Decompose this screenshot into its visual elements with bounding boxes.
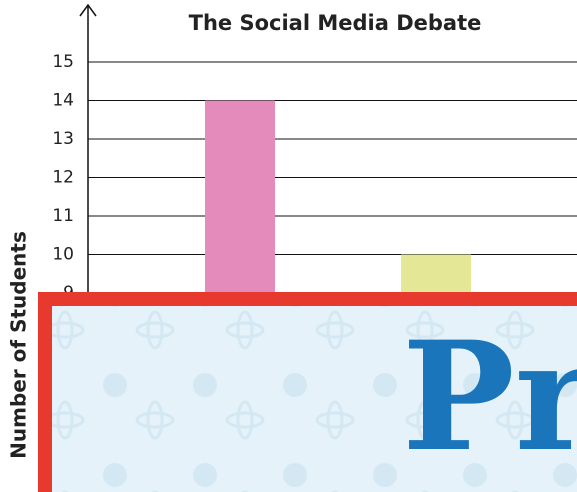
- overlay: Pr: [45, 299, 577, 492]
- y-tick-label: 13: [52, 129, 74, 149]
- overlay-text: Pr: [402, 309, 577, 485]
- y-tick-label: 14: [52, 91, 74, 111]
- chart-title: The Social Media Debate: [189, 11, 482, 35]
- y-axis-label: Number of Students: [7, 231, 31, 459]
- chart: 9101112131415: [52, 52, 577, 303]
- bar: [401, 255, 471, 294]
- y-tick-label: 15: [52, 52, 74, 72]
- y-tick-label: 10: [52, 245, 74, 265]
- y-tick-label: 11: [52, 206, 74, 226]
- y-tick-label: 12: [52, 168, 74, 188]
- page: 9101112131415 The Social Media Debate Pr…: [0, 0, 577, 492]
- bar: [205, 101, 275, 294]
